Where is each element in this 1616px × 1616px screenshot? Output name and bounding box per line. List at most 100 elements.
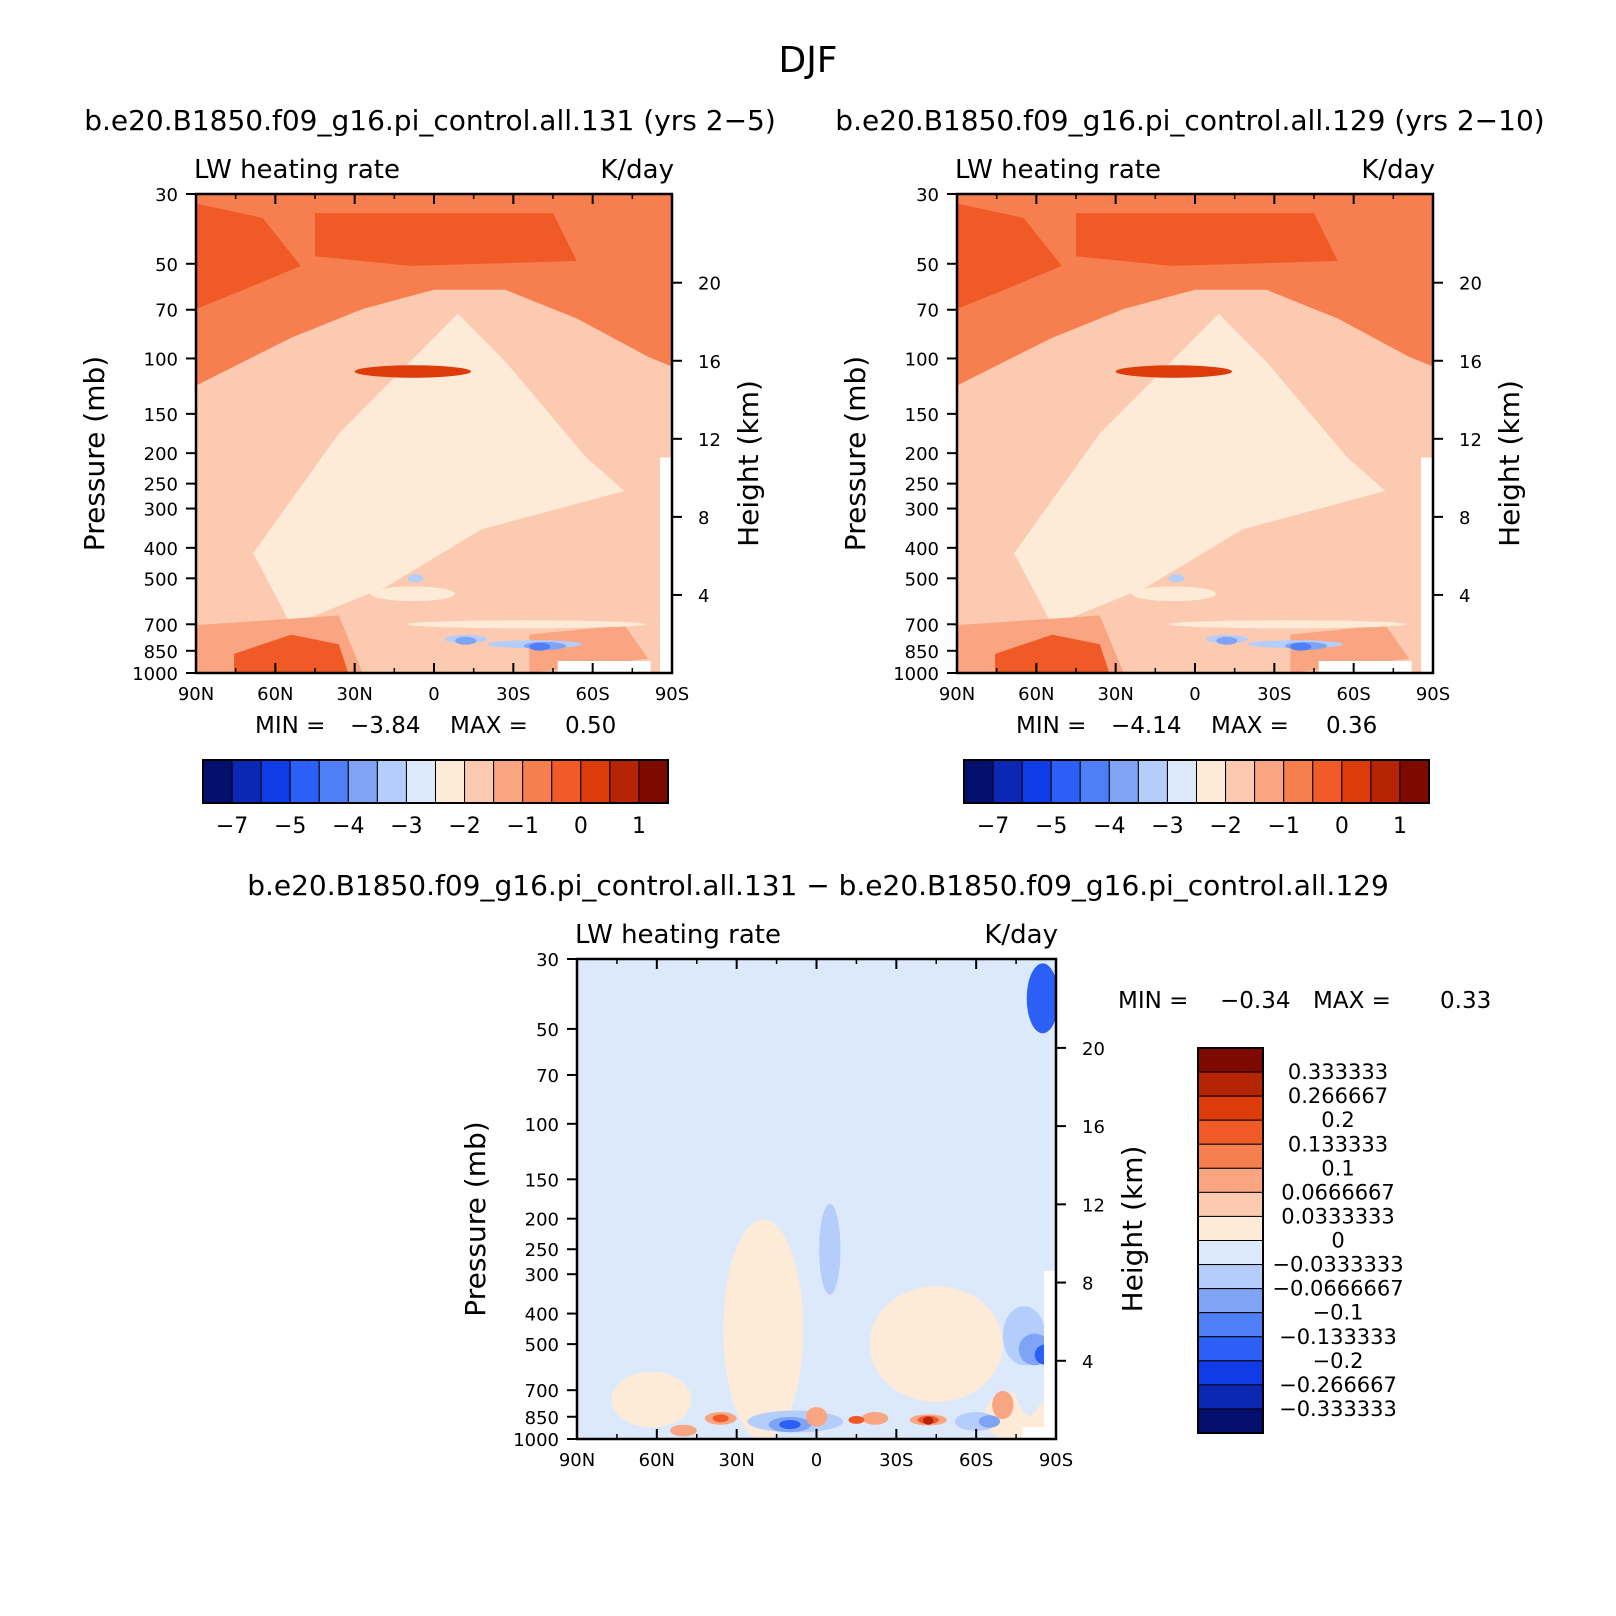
y2-tick-label: 12 <box>698 430 721 451</box>
y-tick-label: 1000 <box>132 664 178 685</box>
colorbar-box <box>580 759 611 804</box>
panel-title: b.e20.B1850.f09_g16.pi_control.all.131 −… <box>247 869 1389 902</box>
contour-level--1.5 <box>529 642 551 651</box>
contour-band-level-1.5 <box>1076 213 1338 266</box>
y-tick-label: 1000 <box>513 1430 559 1451</box>
y2-tick-label: 4 <box>698 586 709 607</box>
y-tick-label: 850 <box>144 642 178 663</box>
missing-data-mask <box>1044 1271 1056 1439</box>
colorbar-box <box>1197 1191 1264 1217</box>
colorbar-box <box>1166 759 1197 804</box>
x-tick-label: 90S <box>1416 684 1450 705</box>
contour-level-0.2 <box>848 1415 865 1424</box>
x-tick-label: 60S <box>575 684 609 705</box>
colorbar-box <box>1137 759 1168 804</box>
y-tick-label: 700 <box>525 1381 559 1402</box>
y-tick-label: 30 <box>536 950 559 971</box>
y-tick-label: 400 <box>144 539 178 560</box>
x-tick-label: 90S <box>655 684 689 705</box>
y-tick-label: 500 <box>525 1335 559 1356</box>
colorbar-tick-label: −0.133333 <box>1279 1325 1397 1349</box>
colorbar-box <box>231 759 262 804</box>
contour-level--1 <box>1216 636 1238 645</box>
colorbar-tick-label: 0.133333 <box>1288 1132 1388 1156</box>
x-tick-label: 90S <box>1039 1450 1073 1471</box>
y2-tick-label: 16 <box>698 352 721 373</box>
min-label: MIN = <box>255 713 325 739</box>
colorbar-tick-label: −4 <box>1093 814 1125 839</box>
colorbar-box <box>1197 1047 1264 1073</box>
left-string: LW heating rate <box>955 155 1161 185</box>
contour-level--0.5 <box>407 574 424 583</box>
x-tick-label: 0 <box>428 684 439 705</box>
contour-field <box>196 194 672 673</box>
contour-level--1 <box>455 636 477 645</box>
y-tick-label: 1000 <box>893 664 939 685</box>
y-tick-label: 300 <box>525 1265 559 1286</box>
colorbar-box <box>493 759 524 804</box>
left-string: LW heating rate <box>194 155 400 185</box>
x-tick-label: 30N <box>718 1450 754 1471</box>
colorbar-box <box>1197 1215 1264 1241</box>
x-tick-label: 30S <box>496 684 530 705</box>
y-tick-label: 300 <box>144 500 178 521</box>
colorbar-box <box>638 759 669 804</box>
colorbar-tick-label: −0.0333333 <box>1272 1253 1403 1277</box>
contour-level--1.5 <box>1290 642 1312 651</box>
colorbar-box <box>992 759 1023 804</box>
y2-tick-label: 8 <box>1082 1274 1093 1295</box>
missing-data-mask <box>1421 457 1433 673</box>
colorbar-box <box>347 759 378 804</box>
contour-level-0 <box>370 586 456 602</box>
colorbar-tick-label: 0.0666667 <box>1281 1180 1395 1204</box>
colorbar-box <box>1197 1312 1264 1338</box>
min-value: −4.14 <box>1111 713 1181 739</box>
y-axis-label: Pressure (mb) <box>459 1121 492 1316</box>
x-tick-label: 60S <box>959 1450 993 1471</box>
y-tick-label: 100 <box>525 1115 559 1136</box>
contour-level-0 <box>1168 620 1407 629</box>
x-tick-label: 0 <box>1189 684 1200 705</box>
colorbar-box <box>1197 1408 1264 1434</box>
y-tick-label: 200 <box>905 444 939 465</box>
y-tick-label: 150 <box>144 405 178 426</box>
y-axis-label: Pressure (mb) <box>78 356 111 551</box>
colorbar-tick-label: 1 <box>1393 814 1407 839</box>
x-tick-label: 30S <box>879 1450 913 1471</box>
y-tick-label: 250 <box>144 475 178 496</box>
y-tick-label: 200 <box>525 1210 559 1231</box>
max-value: 0.50 <box>565 713 616 739</box>
colorbar-box <box>522 759 553 804</box>
y2-axis-label: Height (km) <box>1493 380 1526 547</box>
panel-129: b.e20.B1850.f09_g16.pi_control.all.129 (… <box>835 104 1544 839</box>
colorbar-box <box>1197 1264 1264 1290</box>
y-tick-label: 250 <box>525 1240 559 1261</box>
y-tick-label: 400 <box>905 539 939 560</box>
colorbar-box <box>435 759 466 804</box>
y2-tick-label: 20 <box>698 274 721 295</box>
y-tick-label: 300 <box>905 500 939 521</box>
colorbar-box <box>1197 1384 1264 1410</box>
y-axis-label: Pressure (mb) <box>839 356 872 551</box>
contour-level-3 <box>1115 365 1233 378</box>
right-string: K/day <box>984 920 1058 950</box>
colorbar-box <box>1197 1071 1264 1097</box>
colorbar-box <box>1225 759 1256 804</box>
y-tick-label: 50 <box>916 255 939 276</box>
contour-level-3 <box>354 365 472 378</box>
y2-tick-label: 4 <box>1459 586 1470 607</box>
colorbar-tick-label: −0.266667 <box>1279 1373 1397 1397</box>
contour-level-0.1 <box>805 1407 828 1427</box>
max-label: MAX = <box>1211 713 1289 739</box>
contour-band-level-0.5 <box>196 318 330 377</box>
contour-level--0.1 <box>978 1415 1001 1428</box>
contour-level-0 <box>1131 586 1217 602</box>
contour-band-level--2 <box>253 313 625 626</box>
colorbar-box <box>1370 759 1401 804</box>
colorbar-box <box>260 759 291 804</box>
panel-131: b.e20.B1850.f09_g16.pi_control.all.131 (… <box>78 104 776 839</box>
contour-band-level-1.5 <box>957 203 1062 309</box>
contour-level-0.033 <box>869 1286 1003 1403</box>
y-tick-label: 70 <box>916 301 939 322</box>
